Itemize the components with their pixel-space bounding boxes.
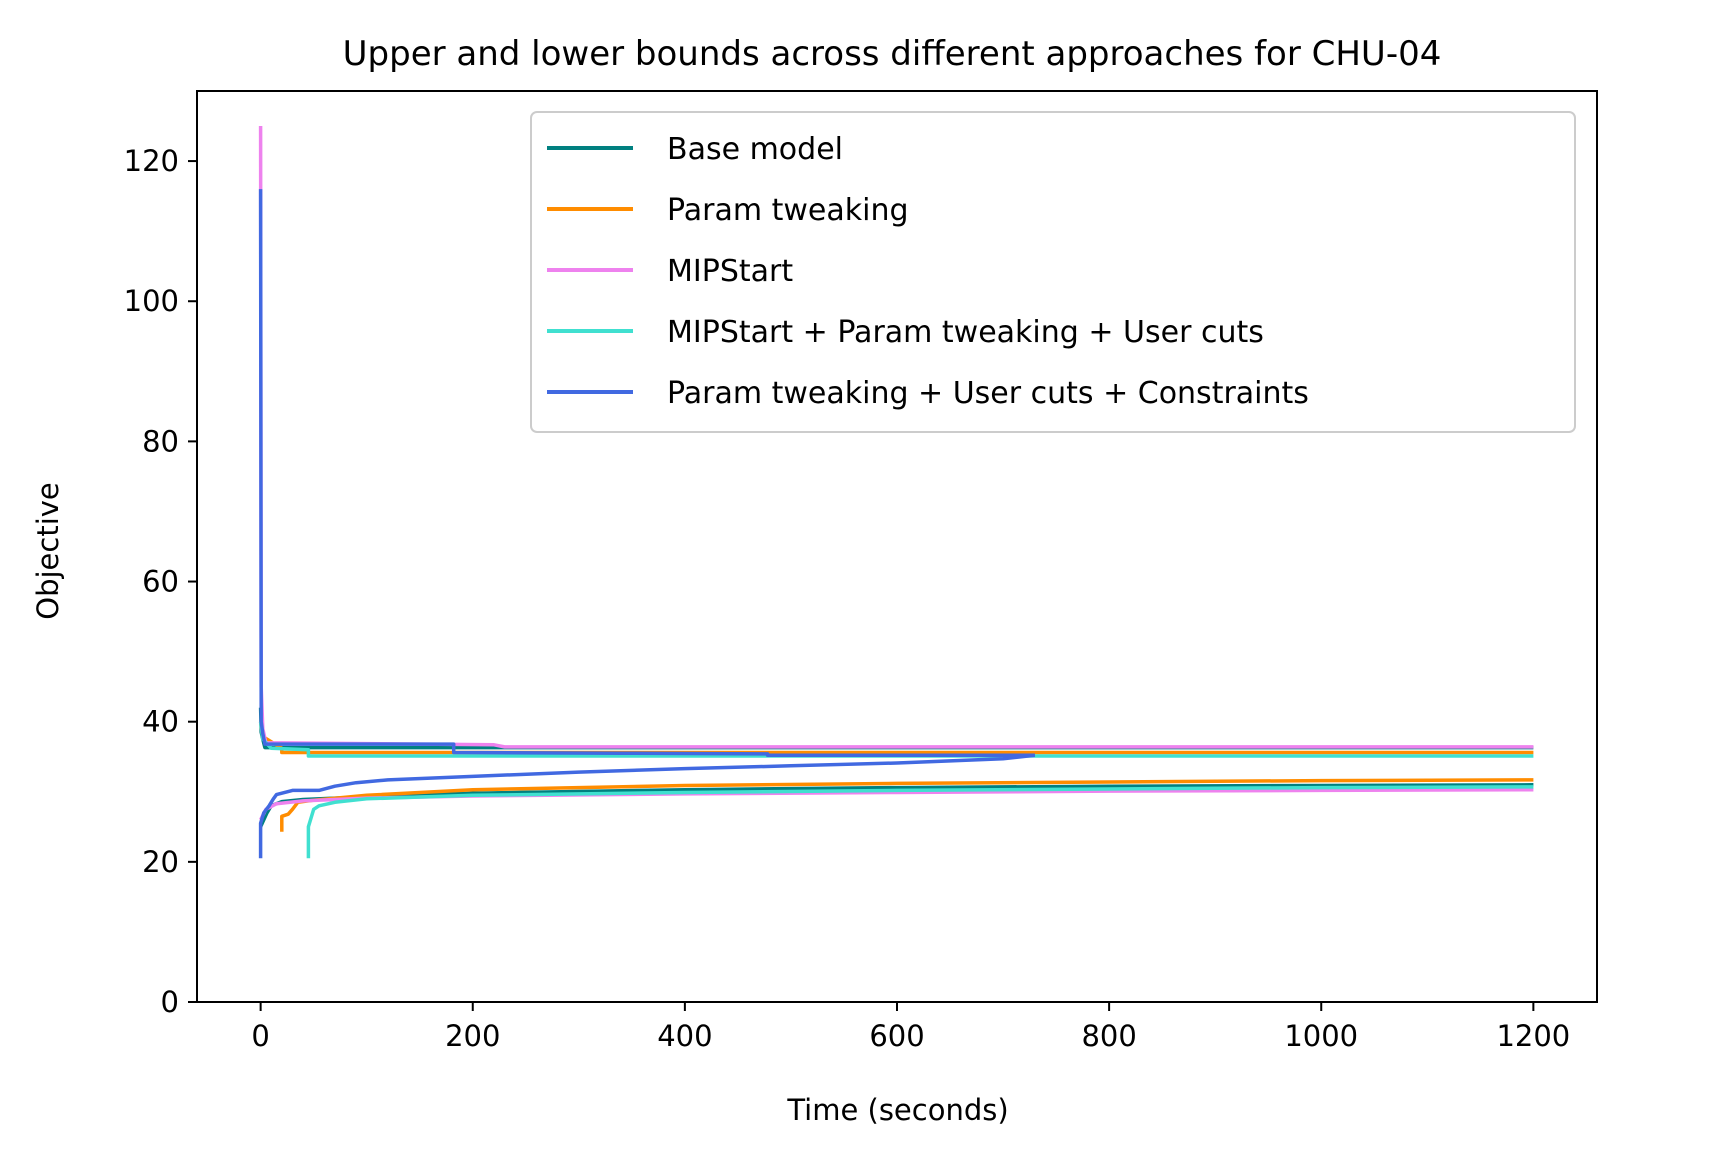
- x-tick-label: 800: [1081, 1019, 1136, 1053]
- series-5-upper-bound-line: [258, 189, 1035, 758]
- plot-area: [258, 125, 1534, 859]
- y-tick-label: 0: [161, 985, 179, 1019]
- series-2-lower-bound-line: [280, 778, 1534, 832]
- legend-label-5: Param tweaking + User cuts + Constraints: [667, 376, 1309, 411]
- y-tick-label: 60: [142, 565, 179, 599]
- axes: 0 200 400 600 800 1000 1200 0 20 40 60 80 100 120: [124, 90, 1598, 1053]
- x-tick-label: 1200: [1496, 1019, 1570, 1053]
- x-tick-label: 1000: [1284, 1019, 1358, 1053]
- series-5-lower-bound-line: [258, 753, 1036, 859]
- x-axis-title: Time (seconds): [786, 1093, 1008, 1127]
- y-axis-title: Objective: [31, 482, 65, 620]
- y-tick-label: 40: [142, 705, 179, 739]
- x-tick-label: 400: [657, 1019, 712, 1053]
- y-tick-label: 80: [142, 424, 179, 458]
- series-1-upper-bound-line: [258, 707, 1534, 750]
- legend-label-1: Base model: [667, 132, 843, 167]
- y-tick-label: 120: [124, 144, 179, 178]
- chart-title: Upper and lower bounds across different …: [343, 34, 1442, 74]
- legend-box: [530, 111, 1576, 433]
- y-tick-label: 20: [142, 845, 179, 879]
- y-tick-label: 100: [124, 284, 179, 318]
- x-tick-label: 600: [869, 1019, 924, 1053]
- x-tick-label: 0: [251, 1019, 269, 1053]
- legend-label-2: Param tweaking: [667, 193, 909, 228]
- series-4-lower-bound-line: [306, 785, 1534, 859]
- series-lines: [258, 125, 1534, 859]
- legend: Base model Param tweaking MIPStart MIPStart…: [530, 111, 1576, 433]
- x-tick-label: 200: [445, 1019, 500, 1053]
- legend-label-3: MIPStart: [667, 254, 793, 289]
- legend-label-4: MIPStart + Param tweaking + User cuts: [667, 315, 1264, 350]
